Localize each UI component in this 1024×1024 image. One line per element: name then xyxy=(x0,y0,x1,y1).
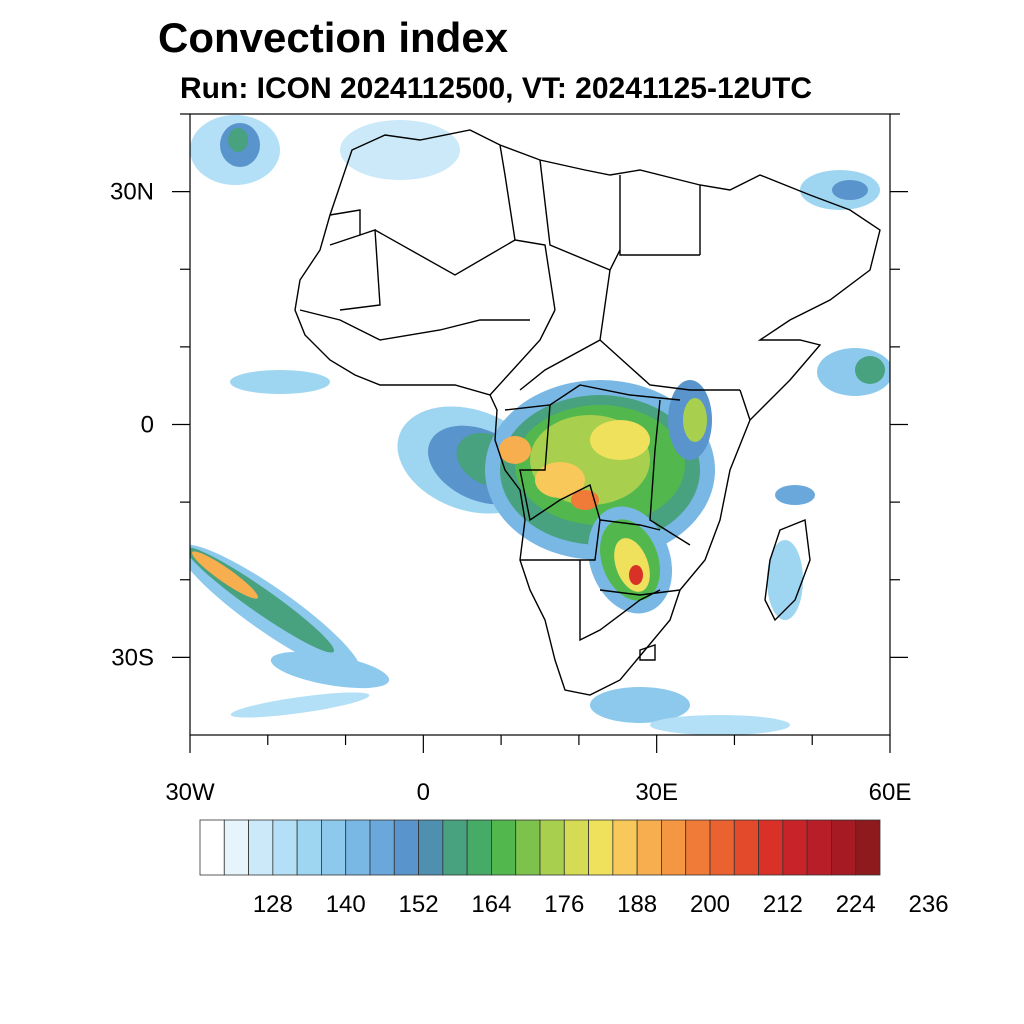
colorbar-labels: 128 140 152 164 176 188 200 212 224 236 xyxy=(253,891,949,918)
colorbar-swatch xyxy=(539,819,565,876)
colorbar-swatch xyxy=(393,819,419,876)
colorbar-label: 128 xyxy=(253,891,293,918)
colorbar-swatch xyxy=(345,819,371,876)
colorbar-label: 236 xyxy=(909,891,949,918)
colorbar-label: 200 xyxy=(690,891,730,918)
colorbar-swatch xyxy=(296,819,322,876)
y-tick-label: 30N xyxy=(110,179,154,206)
colorbar-swatch xyxy=(199,819,225,876)
chart-subtitle: Run: ICON 2024112500, VT: 20241125-12UTC xyxy=(180,72,813,105)
colorbar-label: 164 xyxy=(471,891,511,918)
x-tick-label: 0 xyxy=(417,779,430,806)
colorbar-swatch xyxy=(272,819,298,876)
colorbar-label: 224 xyxy=(836,891,876,918)
x-tick-label: 30W xyxy=(165,779,215,806)
colorbar-label: 176 xyxy=(544,891,584,918)
y-tick-label: 30S xyxy=(111,644,154,671)
axis-ticks xyxy=(172,113,908,753)
colorbar-swatch xyxy=(588,819,614,876)
colorbar-label: 140 xyxy=(326,891,366,918)
colorbar-swatch xyxy=(661,819,687,876)
colorbar-swatch xyxy=(563,819,589,876)
colorbar-swatch xyxy=(782,819,808,876)
colorbar-swatch xyxy=(515,819,541,876)
coastline-outline xyxy=(294,129,881,696)
colorbar-swatch xyxy=(369,819,395,876)
colorbar-swatch xyxy=(636,819,662,876)
colorbar-swatch xyxy=(758,819,784,876)
colorbar-label: 152 xyxy=(399,891,439,918)
colorbar-swatch xyxy=(321,819,347,876)
colorbar-swatch xyxy=(806,819,832,876)
colorbar-label: 188 xyxy=(617,891,657,918)
colorbar-swatch xyxy=(709,819,735,876)
colorbar-swatch xyxy=(248,819,274,876)
axis-tick-labels: 30W 0 30E 60E 30N 0 30S xyxy=(110,179,911,806)
colorbar-swatch xyxy=(855,819,881,876)
colorbar-swatch xyxy=(831,819,857,876)
colorbar-swatch xyxy=(491,819,517,876)
x-tick-label: 60E xyxy=(869,779,912,806)
colorbar-swatch xyxy=(733,819,759,876)
y-tick-label: 0 xyxy=(141,412,154,439)
x-tick-label: 30E xyxy=(635,779,678,806)
colorbar-label: 212 xyxy=(763,891,803,918)
colorbar-swatch xyxy=(685,819,711,876)
colorbar-swatch xyxy=(442,819,468,876)
chart-title: Convection index xyxy=(158,14,509,61)
colorbar xyxy=(199,819,881,876)
colorbar-swatch xyxy=(223,819,249,876)
colorbar-swatch xyxy=(466,819,492,876)
colorbar-swatch xyxy=(612,819,638,876)
convection-field xyxy=(190,115,890,735)
colorbar-swatch xyxy=(418,819,444,876)
